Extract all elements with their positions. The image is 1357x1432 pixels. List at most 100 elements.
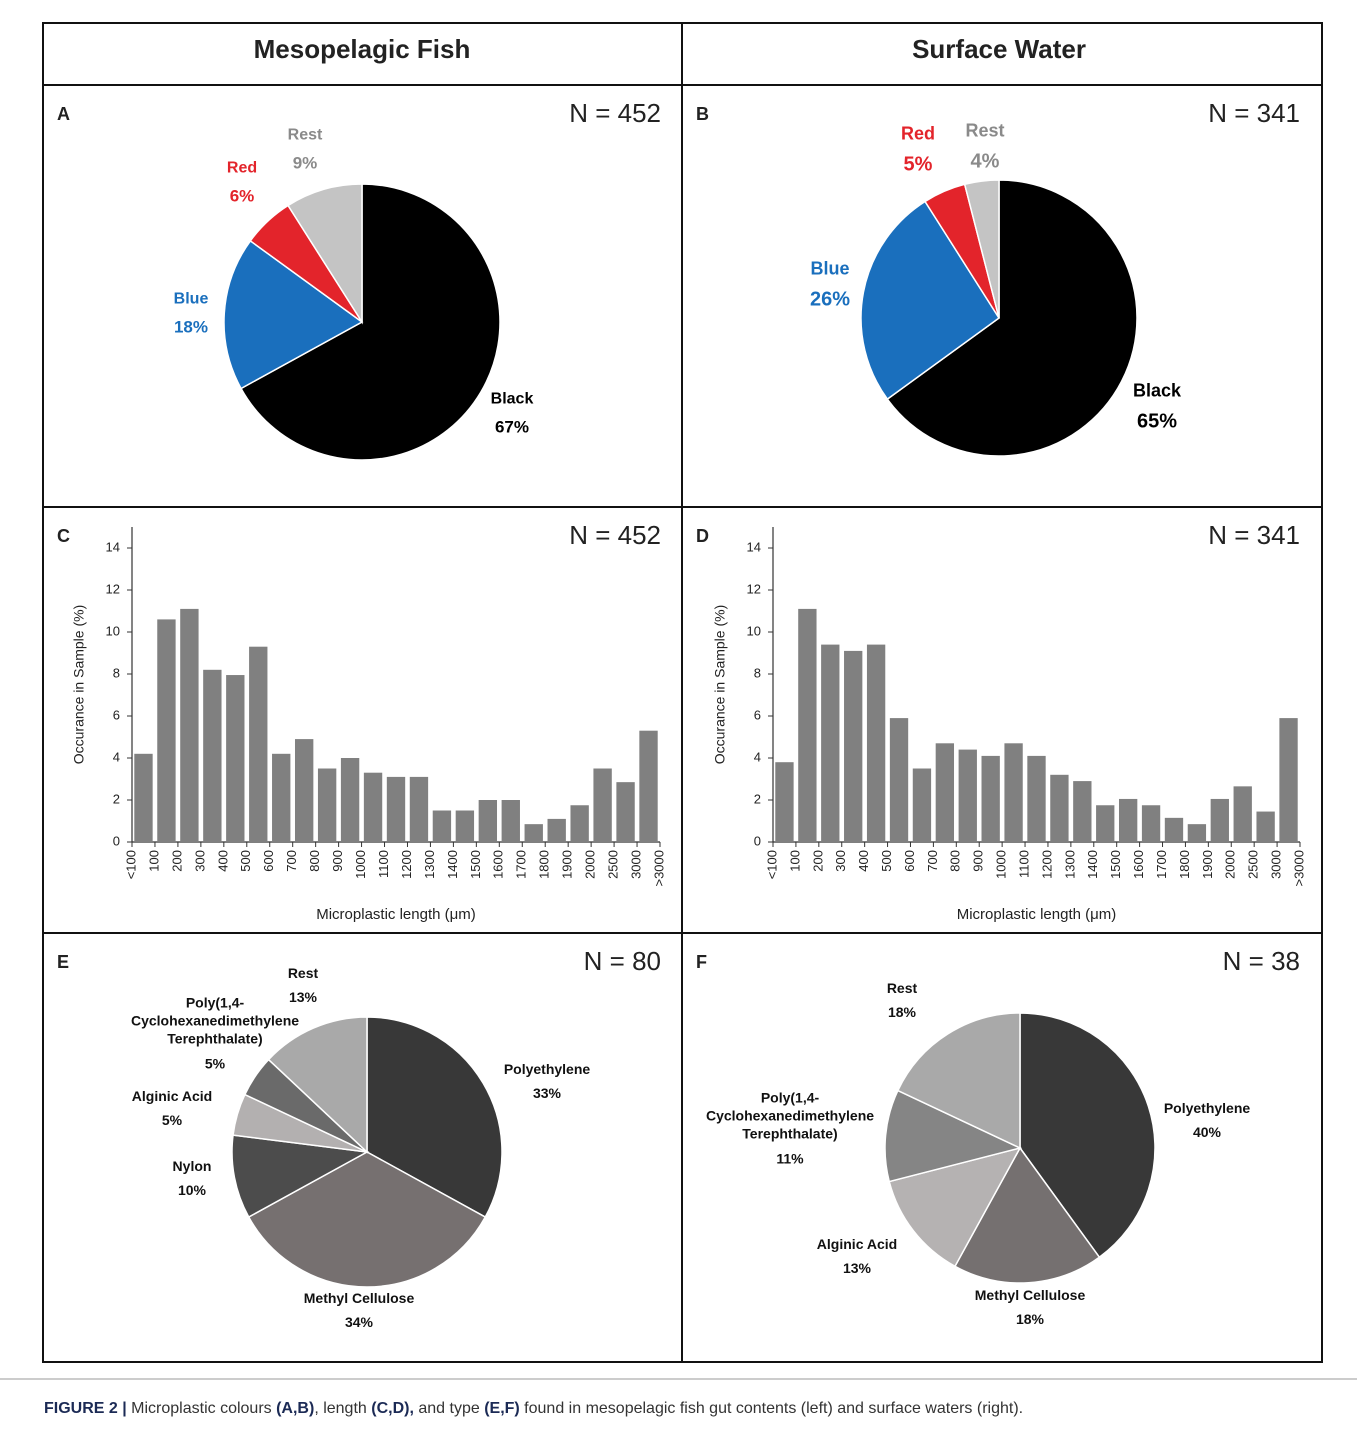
- x-tick-label: 2500: [1246, 850, 1261, 879]
- panel-letter: C: [57, 526, 70, 546]
- x-axis-label: Microplastic length (μm): [316, 906, 476, 923]
- y-tick-label: 14: [106, 539, 120, 554]
- bar: [1256, 811, 1275, 842]
- y-tick-label: 4: [113, 749, 120, 764]
- y-tick-label: 12: [747, 581, 761, 596]
- pie-slice: [884, 1089, 1023, 1183]
- y-tick-label: 0: [113, 833, 120, 848]
- slice-name: Rest: [886, 979, 918, 996]
- bar: [844, 650, 863, 842]
- slice-value: 34%: [344, 1314, 374, 1330]
- y-tick-label: 14: [747, 539, 761, 554]
- caption-part: (A,B): [276, 1400, 315, 1417]
- slice-label: Red 5%: [901, 122, 935, 177]
- bar: [1027, 755, 1046, 842]
- bar: [226, 675, 245, 842]
- x-tick-label: 900: [330, 850, 345, 872]
- slice-name: Poly(1,4- Cyclohexanedimethylene Terepht…: [130, 994, 300, 1047]
- x-tick-label: 1800: [537, 850, 552, 879]
- pie-slice: [953, 1146, 1101, 1284]
- bar: [889, 718, 909, 842]
- x-tick-label: 1600: [1131, 850, 1146, 879]
- slice-value: 65%: [1136, 410, 1178, 433]
- slice-label: Alginic Acid 5%: [132, 1087, 212, 1129]
- slice-label: Black 65%: [1133, 379, 1181, 434]
- slice-name: Nylon: [172, 1157, 212, 1174]
- bar: [317, 768, 337, 842]
- x-tick-label: 1700: [1154, 850, 1169, 879]
- y-tick-label: 10: [106, 623, 120, 638]
- slice-value: 9%: [292, 153, 318, 173]
- slice-name: Alginic Acid: [816, 1235, 898, 1252]
- slice-label: Polyethylene 40%: [1164, 1099, 1250, 1141]
- slice-value: 4%: [970, 150, 1000, 173]
- x-tick-label: 400: [215, 850, 230, 872]
- x-tick-label: 3000: [1269, 850, 1284, 879]
- slice-name: Rest: [287, 964, 319, 981]
- column-header: Mesopelagic Fish: [254, 34, 471, 64]
- bar: [432, 810, 452, 842]
- pie-slice: [1019, 1012, 1156, 1259]
- slice-label: Nylon 10%: [173, 1157, 212, 1199]
- pie-slice: [860, 200, 1001, 401]
- caption-part: , length: [314, 1400, 372, 1417]
- bar: [1141, 805, 1161, 842]
- slice-label: Red 6%: [227, 159, 257, 208]
- panel-letter: B: [696, 104, 709, 124]
- x-tick-label: 500: [238, 850, 253, 872]
- bar: [616, 782, 635, 842]
- y-axis-label: Occurance in Sample (%): [71, 605, 87, 765]
- y-tick-label: 4: [754, 749, 761, 764]
- x-tick-label: 600: [261, 850, 276, 872]
- panel-letter: A: [57, 104, 70, 124]
- slice-label: Blue 26%: [810, 257, 850, 312]
- x-tick-label: 300: [833, 850, 848, 872]
- bar: [386, 776, 406, 842]
- y-tick-label: 2: [113, 791, 120, 806]
- slice-label: Rest 9%: [288, 126, 323, 175]
- x-tick-label: 1400: [445, 850, 460, 879]
- annotation: N = 452: [569, 98, 661, 128]
- bar: [570, 805, 589, 842]
- slice-name: Alginic Acid: [131, 1087, 213, 1104]
- x-tick-label: 200: [169, 850, 184, 872]
- slice-label: Methyl Cellulose 18%: [975, 1286, 1085, 1328]
- panel-letter: E: [57, 952, 69, 972]
- x-tick-label: 1200: [1039, 850, 1054, 879]
- y-tick-label: 12: [106, 581, 120, 596]
- caption-part: (C,D),: [371, 1400, 414, 1417]
- y-tick-label: 8: [113, 665, 120, 680]
- slice-name: Rest: [287, 126, 323, 144]
- slice-label: Polyethylene 33%: [504, 1060, 590, 1102]
- panel-letter: D: [696, 526, 709, 546]
- annotation: N = 341: [1208, 520, 1300, 550]
- slice-value: 5%: [204, 1055, 226, 1072]
- x-tick-label: 1000: [994, 850, 1009, 879]
- x-axis-label: Microplastic length (μm): [957, 906, 1117, 923]
- slice-name: Polyethylene: [503, 1060, 591, 1077]
- slice-name: Blue: [810, 258, 850, 279]
- pie-slice: [888, 1146, 1022, 1268]
- caption-part: Microplastic colours: [126, 1400, 277, 1417]
- pie-slice: [231, 1134, 370, 1219]
- bar: [593, 768, 612, 842]
- bar: [363, 772, 383, 842]
- bar: [547, 818, 566, 842]
- x-tick-label: 1100: [1016, 850, 1031, 878]
- caption-part: FIGURE 2 |: [44, 1400, 127, 1417]
- slice-name: Black: [1132, 380, 1182, 401]
- slice-value: 13%: [842, 1260, 872, 1276]
- x-tick-label: 1400: [1085, 850, 1100, 879]
- slice-name: Poly(1,4- Cyclohexanedimethylene Terepht…: [705, 1089, 875, 1142]
- slice-value: 10%: [177, 1182, 207, 1198]
- column-header: Surface Water: [912, 34, 1086, 64]
- x-tick-label: 2000: [1223, 850, 1238, 879]
- pie-slice: [886, 179, 1138, 457]
- bar: [203, 669, 222, 842]
- slice-label: Blue 18%: [174, 290, 209, 339]
- bar: [821, 644, 840, 842]
- bar: [1233, 786, 1252, 842]
- bar: [180, 608, 199, 842]
